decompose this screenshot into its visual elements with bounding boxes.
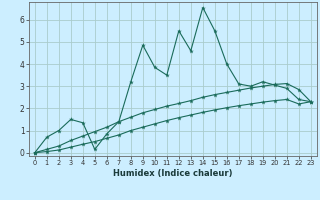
X-axis label: Humidex (Indice chaleur): Humidex (Indice chaleur): [113, 169, 233, 178]
